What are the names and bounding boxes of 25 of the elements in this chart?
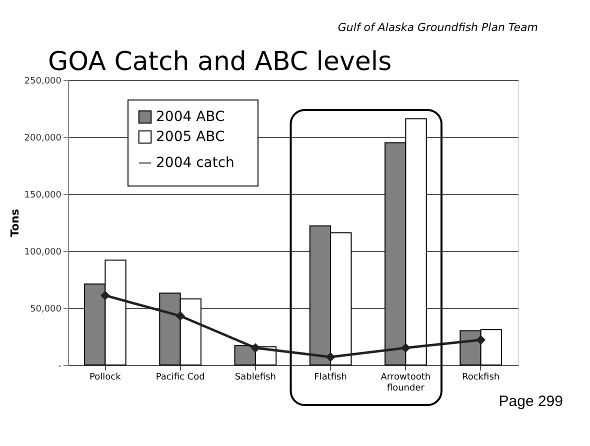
x-tick-label: Sablefish bbox=[234, 372, 276, 382]
legend-label: 2004 ABC bbox=[156, 109, 226, 125]
y-tick-label: - bbox=[58, 362, 62, 372]
point bbox=[401, 344, 410, 352]
text: Gulf of Alaska Groundfish Plan Team bbox=[338, 21, 538, 34]
x-tick-label: Pacific Cod bbox=[156, 372, 205, 382]
point bbox=[176, 312, 185, 320]
x-tick-label: Pollock bbox=[90, 372, 122, 382]
y-tick-label: 100,000 bbox=[24, 248, 62, 258]
x-tick-label: Flatfish bbox=[314, 372, 347, 382]
y-tick-label: 250,000 bbox=[24, 76, 62, 86]
point bbox=[251, 344, 260, 352]
legend-label: 2004 catch bbox=[156, 155, 234, 171]
point bbox=[476, 336, 486, 344]
y-tick-label: 200,000 bbox=[24, 134, 62, 144]
x-tick-label: Rockfish bbox=[462, 372, 500, 382]
y-tick-label: 50,000 bbox=[30, 304, 62, 314]
text: Page 299 bbox=[498, 393, 563, 410]
y-axis-title: Tons bbox=[8, 208, 22, 237]
chart-title: GOA Catch and ABC levels bbox=[48, 47, 392, 77]
legend-label: 2005 ABC bbox=[156, 129, 226, 145]
point bbox=[100, 291, 110, 300]
y-tick-label: 150,000 bbox=[24, 190, 62, 200]
point bbox=[326, 352, 335, 362]
x-tick-label: Arrowtooth flounder bbox=[380, 372, 431, 394]
